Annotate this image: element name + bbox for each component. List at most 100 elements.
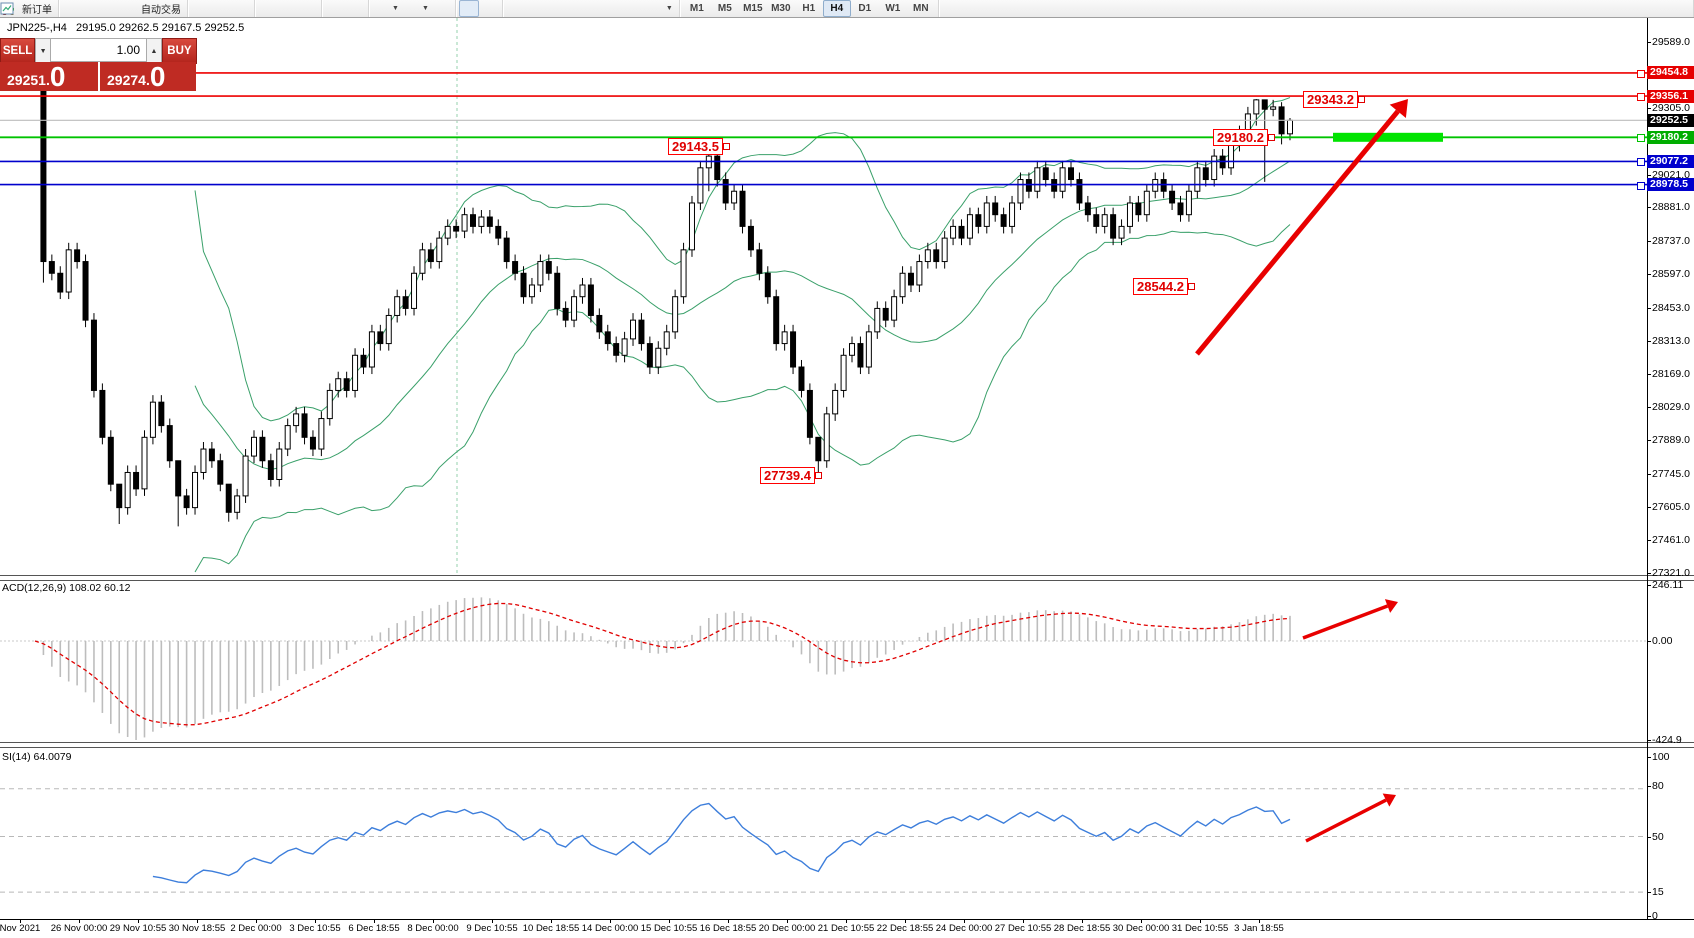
bullish-candle [284,425,291,450]
signal-icon [0,2,119,15]
bullish-candle [537,261,544,286]
cursor-button[interactable] [4,0,479,17]
timeframe-button-m15[interactable]: M15 [743,3,763,14]
rsi-tick-label: 80 [1652,780,1664,792]
price-level-badge: 29252.5 [1647,113,1694,127]
buy-button[interactable]: BUY [161,38,197,64]
vertical-line-button[interactable] [6,0,526,17]
timeframe-button-m30[interactable]: M30 [771,3,791,14]
text-label-button[interactable]: T [1,0,646,17]
time-axis-label: 30 Dec 00:00 [1112,923,1170,934]
new-order-label: 新订单 [22,5,52,16]
rsi-indicator-chart [0,788,1647,893]
candlestick-chart-icon [1,2,228,15]
bullish-candle [916,261,923,286]
price-tick-label: 27745.0 [1652,467,1690,480]
timeframe-button-h4[interactable]: H4 [822,0,851,17]
sell-button[interactable]: SELL [0,38,36,64]
horizontal-line-button[interactable] [1,0,546,17]
line-anchor-handle[interactable] [1637,134,1645,143]
bearish-candle [486,216,493,227]
timeframe-button-h1[interactable]: H1 [802,3,816,14]
zoom-in-button[interactable] [1,0,278,17]
time-tick-mark [433,919,434,923]
macd-panel-separator[interactable] [0,575,1694,581]
indicators-icon [0,2,389,15]
text-button[interactable]: A [3,0,626,17]
indicators-button[interactable]: ▼ [0,0,402,17]
templates-button[interactable] [0,0,452,17]
periods-button[interactable]: ▼ [1,0,432,17]
equidistant-channel-button[interactable]: E [0,0,586,17]
line-anchor-handle[interactable] [1637,93,1645,102]
price-callout-label[interactable]: 29180.2 [1213,129,1275,147]
bullish-candle [124,471,131,509]
bullish-candle [141,436,148,490]
timeframe-button-w1[interactable]: W1 [885,3,901,14]
trendline-button[interactable] [1,0,566,17]
buy-price-display[interactable]: 29274. 0 [98,62,196,91]
time-axis-label: 29 Nov 10:55 [109,923,167,934]
time-axis-label: 26 Nov 00:00 [50,923,108,934]
timeframe-button-d1[interactable]: D1 [858,3,872,14]
price-callout-label[interactable]: 28544.2 [1133,278,1195,296]
bullish-candle [1287,119,1293,135]
price-callout-label[interactable]: 29343.2 [1303,91,1365,109]
bullish-candle [630,319,637,340]
chevron-down-icon[interactable]: ▼ [392,5,399,12]
bearish-candle [208,448,215,462]
arrange-windows-button[interactable] [0,0,365,17]
market-watch-button[interactable] [0,0,102,17]
chart-window-button[interactable] [0,0,1690,17]
candlestick-chart-button[interactable] [1,0,231,17]
auto-arrange-icon [0,2,342,15]
volume-input[interactable] [51,38,146,62]
line-chart-button[interactable] [0,0,251,17]
bullish-candle [950,225,957,239]
bearish-candle [469,214,476,227]
bearish-candle [377,331,384,345]
bearish-candle [301,413,308,438]
bullish-candle [899,272,906,298]
volume-decrease-button[interactable]: ▼ [35,38,51,64]
rsi-tick-label: 0 [1652,910,1658,922]
bearish-candle [82,261,89,321]
zoom-out-button[interactable] [1,0,298,17]
line-anchor-handle[interactable] [1637,181,1645,190]
macd-tick-mark [1647,740,1651,741]
timeframe-button-m5[interactable]: M5 [717,3,732,14]
buy-price-dot: . [145,72,150,88]
time-axis-label: 14 Dec 00:00 [581,923,639,934]
price-tick-mark [1647,374,1651,376]
auto-trading-button[interactable]: 自动交易 [1,0,184,17]
timeframe-button-mn[interactable]: MN [913,3,929,14]
macd-signal-line [34,602,1291,726]
chevron-down-icon[interactable]: ▼ [665,5,673,12]
rsi-tick-label: 15 [1652,886,1664,898]
fibonacci-button[interactable]: F [1,0,606,17]
toolbar-group: EFAT▼ [0,0,680,17]
auto-arrange-button[interactable] [0,0,345,17]
signal-button[interactable] [0,0,122,17]
bar-chart-button[interactable] [1,0,211,17]
timeframe-button-m1[interactable]: M1 [689,3,704,14]
bearish-candle [1160,179,1167,192]
sell-price-display[interactable]: 29251. 0 [0,62,98,91]
bullish-candle [865,331,872,368]
bearish-candle [714,155,721,181]
crayon-button[interactable] [1,0,82,17]
tile-windows-button[interactable] [0,0,318,17]
bullish-candle [697,167,704,204]
crosshair-button[interactable] [1,0,499,17]
line-anchor-handle[interactable] [1637,69,1645,78]
bearish-candle [764,272,771,298]
price-callout-label[interactable]: 27739.4 [760,467,822,484]
rsi-panel-separator[interactable] [0,742,1694,748]
time-axis-label: 8 Dec 00:00 [407,923,459,934]
rsi-tick-mark [1647,757,1651,758]
arrows-button[interactable]: ▼ [1,0,676,17]
chevron-down-icon[interactable]: ▼ [421,5,429,12]
price-callout-label[interactable]: 29143.5 [668,137,730,155]
line-anchor-handle[interactable] [1637,158,1645,167]
bearish-candle [40,71,47,263]
